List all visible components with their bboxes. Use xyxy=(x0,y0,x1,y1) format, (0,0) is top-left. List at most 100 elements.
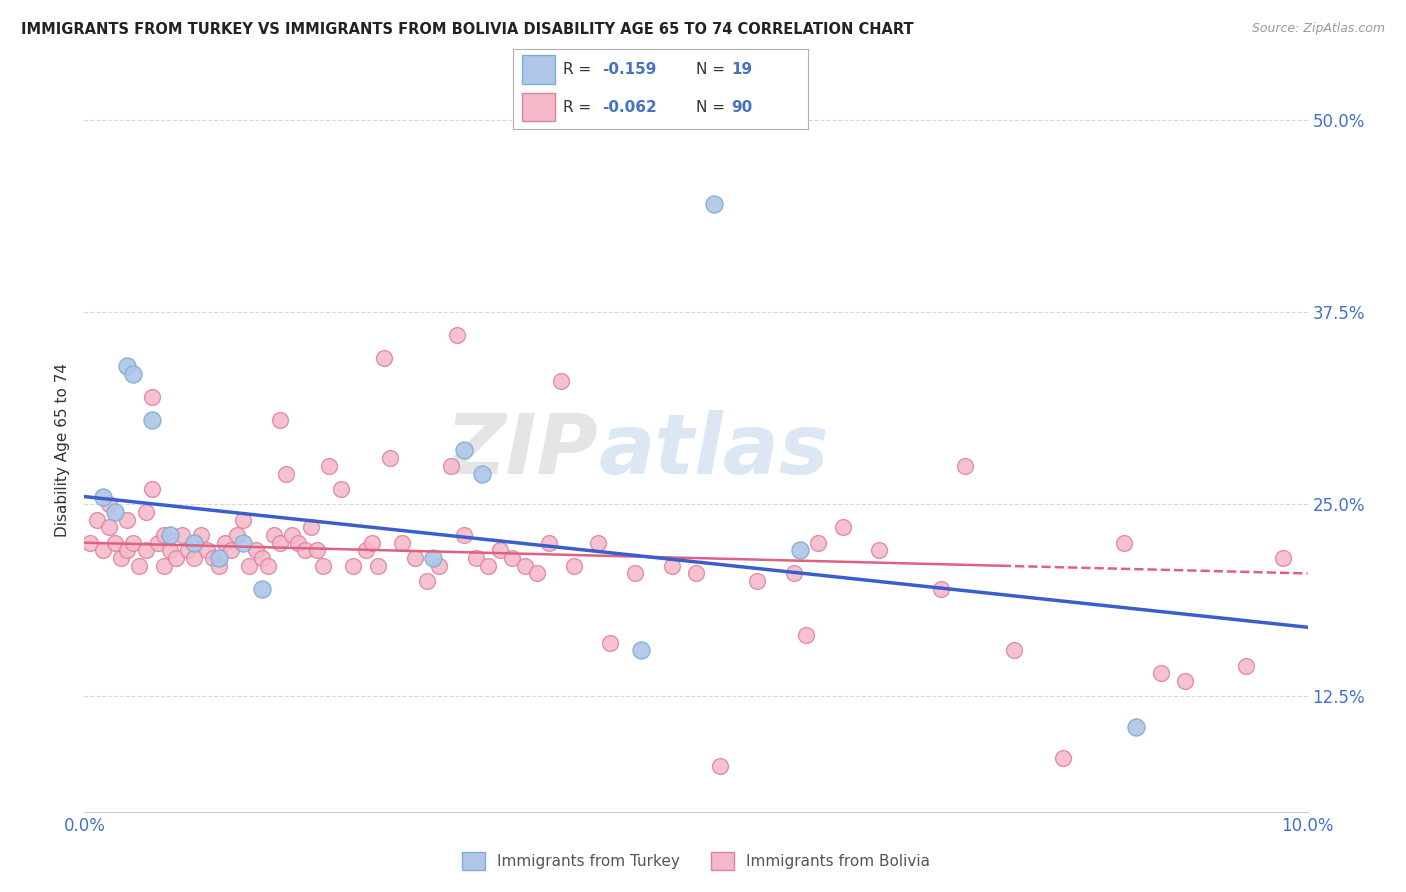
Point xyxy=(86,513,108,527)
Point xyxy=(141,413,163,427)
Point xyxy=(165,551,187,566)
Point xyxy=(1002,643,1025,657)
Text: atlas: atlas xyxy=(598,410,828,491)
Point xyxy=(440,458,463,473)
Point xyxy=(794,628,817,642)
Point xyxy=(869,543,891,558)
Point xyxy=(97,497,120,511)
Point xyxy=(747,574,769,588)
Point xyxy=(360,535,382,549)
Point xyxy=(269,413,291,427)
Point xyxy=(110,551,132,566)
Point xyxy=(238,558,260,573)
Point xyxy=(97,520,120,534)
Point xyxy=(79,535,101,549)
Point xyxy=(219,543,242,558)
Point xyxy=(586,535,609,549)
Point xyxy=(453,443,475,458)
Point xyxy=(115,513,138,527)
Point xyxy=(318,458,340,473)
Point xyxy=(122,535,145,549)
Point xyxy=(831,520,853,534)
Text: Source: ZipAtlas.com: Source: ZipAtlas.com xyxy=(1251,22,1385,36)
Point xyxy=(1125,720,1147,734)
Point xyxy=(1150,666,1173,681)
Point xyxy=(232,513,254,527)
Point xyxy=(159,528,181,542)
Point xyxy=(201,551,224,566)
Point xyxy=(550,374,572,388)
Point xyxy=(153,558,176,573)
Point xyxy=(929,582,952,596)
Text: N =: N = xyxy=(696,100,730,115)
Point xyxy=(146,535,169,549)
Text: R =: R = xyxy=(564,100,596,115)
Point xyxy=(624,566,647,581)
Point xyxy=(115,543,138,558)
Point xyxy=(141,482,163,496)
Point xyxy=(153,528,176,542)
Point xyxy=(226,528,249,542)
Point xyxy=(807,535,830,549)
Point xyxy=(91,490,114,504)
Point xyxy=(502,551,524,566)
Point xyxy=(190,528,212,542)
Point xyxy=(427,558,450,573)
Y-axis label: Disability Age 65 to 74: Disability Age 65 to 74 xyxy=(55,363,70,538)
Point xyxy=(1236,658,1258,673)
Point xyxy=(599,635,621,649)
Legend: Immigrants from Turkey, Immigrants from Bolivia: Immigrants from Turkey, Immigrants from … xyxy=(456,846,936,876)
Point xyxy=(128,558,150,573)
Point xyxy=(330,482,353,496)
Point xyxy=(208,551,231,566)
Text: R =: R = xyxy=(564,62,596,77)
Point xyxy=(380,451,402,466)
Point xyxy=(1052,751,1074,765)
Point xyxy=(538,535,561,549)
Point xyxy=(135,543,157,558)
Point xyxy=(471,467,494,481)
Point xyxy=(630,643,652,657)
Point xyxy=(464,551,486,566)
Point xyxy=(214,535,236,549)
Point xyxy=(135,505,157,519)
Point xyxy=(91,543,114,558)
Point xyxy=(195,543,218,558)
Point xyxy=(513,558,536,573)
FancyBboxPatch shape xyxy=(522,94,554,121)
Text: N =: N = xyxy=(696,62,730,77)
Point xyxy=(208,558,231,573)
Text: 90: 90 xyxy=(731,100,754,115)
Point xyxy=(312,558,335,573)
Text: ZIP: ZIP xyxy=(446,410,598,491)
Point xyxy=(422,551,444,566)
Point xyxy=(250,582,273,596)
Point xyxy=(305,543,328,558)
Point xyxy=(789,543,811,558)
Text: 19: 19 xyxy=(731,62,752,77)
Point xyxy=(287,535,309,549)
Point xyxy=(294,543,316,558)
Point xyxy=(104,535,127,549)
Point xyxy=(263,528,285,542)
Point xyxy=(159,543,181,558)
Point xyxy=(122,367,145,381)
Point xyxy=(257,558,280,573)
Point xyxy=(562,558,585,573)
Point xyxy=(1174,674,1197,689)
Point xyxy=(183,535,205,549)
Point xyxy=(354,543,377,558)
Point xyxy=(281,528,304,542)
Point xyxy=(299,520,322,534)
Point xyxy=(115,359,138,373)
Text: -0.062: -0.062 xyxy=(602,100,657,115)
FancyBboxPatch shape xyxy=(522,55,554,84)
Point xyxy=(141,390,163,404)
Point xyxy=(172,528,194,542)
Point xyxy=(232,535,254,549)
Point xyxy=(1272,551,1295,566)
Point xyxy=(446,328,468,343)
Point xyxy=(661,558,683,573)
Point xyxy=(526,566,548,581)
Point xyxy=(953,458,976,473)
